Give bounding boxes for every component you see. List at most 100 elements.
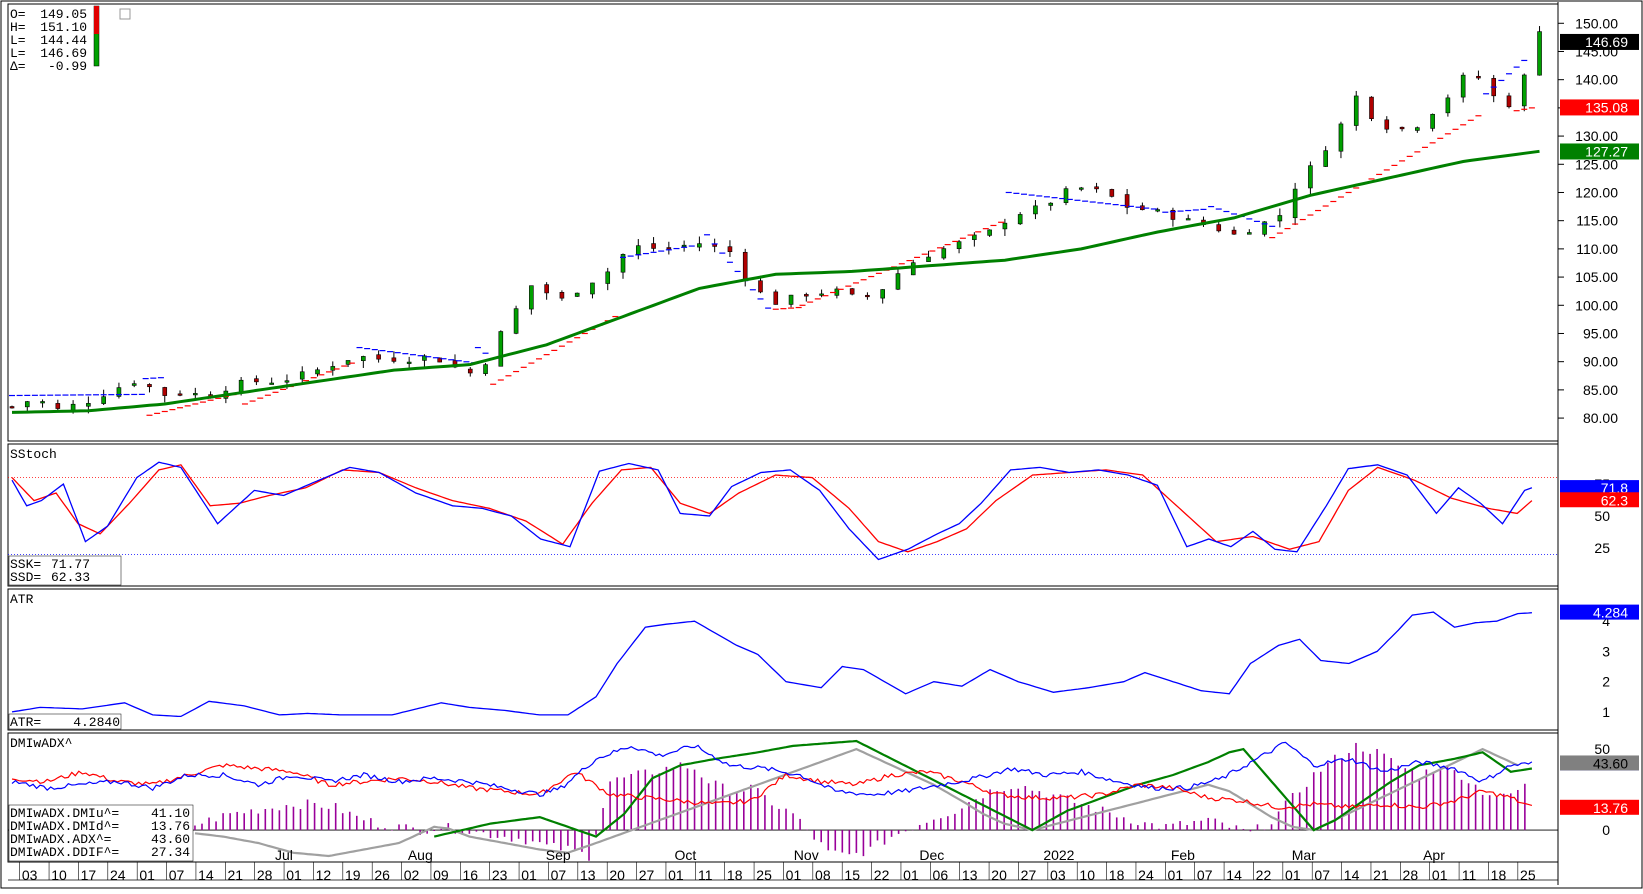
moving-average-line xyxy=(11,149,1540,414)
candle xyxy=(40,401,45,404)
candle xyxy=(70,403,76,411)
price-panel-frame xyxy=(7,3,1559,442)
ohlc-label: Δ= xyxy=(10,59,26,74)
x-day-label: 01 xyxy=(1168,867,1184,883)
candle xyxy=(101,396,106,404)
x-day-label: 21 xyxy=(1373,867,1389,883)
candle xyxy=(926,256,931,262)
x-day-label: 07 xyxy=(169,867,185,883)
candle xyxy=(804,294,809,297)
x-day-label: 18 xyxy=(727,867,743,883)
price-tick-label: 90.00 xyxy=(1583,354,1618,370)
ohlc-readout-bg xyxy=(9,5,89,69)
x-day-label: 14 xyxy=(198,867,214,883)
x-day-label: 11 xyxy=(698,867,713,883)
candle xyxy=(1537,31,1542,76)
x-day-label: 27 xyxy=(639,867,655,883)
dmi-readout-label: DMIwADX.DMIu^= xyxy=(10,806,119,821)
candle xyxy=(1292,188,1298,219)
candle xyxy=(1445,97,1451,114)
candle xyxy=(865,294,870,298)
candle xyxy=(1277,215,1283,222)
price-tick-label: 140.00 xyxy=(1575,72,1618,88)
x-day-label: 18 xyxy=(1109,867,1125,883)
candle xyxy=(697,243,702,248)
x-month-label: Feb xyxy=(1171,847,1195,863)
atr-readout-value: 4.2840 xyxy=(73,715,120,730)
candle xyxy=(437,357,443,363)
adx-line xyxy=(433,739,1533,838)
candle xyxy=(910,262,916,276)
candle xyxy=(819,293,824,296)
price-tag-bg xyxy=(1560,33,1639,50)
candle xyxy=(177,393,183,396)
stoch-tag-label: 71.8 xyxy=(1601,480,1628,496)
candle xyxy=(727,246,733,252)
x-day-label: 01 xyxy=(1285,867,1301,883)
x-day-label: 24 xyxy=(1138,867,1154,883)
stoch-tag-bg xyxy=(1560,480,1639,496)
x-day-label: 01 xyxy=(786,867,802,883)
dmi-title: DMIwADX^ xyxy=(10,736,72,751)
stoch-k-label: SSK= xyxy=(10,557,41,572)
stoch-tag-bg xyxy=(1560,492,1639,508)
candle xyxy=(972,234,977,240)
atr-readout-box xyxy=(8,713,122,730)
ohlc-label: H= xyxy=(10,20,26,35)
ddif-bars xyxy=(18,742,1526,861)
candle xyxy=(1185,218,1191,221)
candle xyxy=(590,282,595,295)
x-day-label: 12 xyxy=(316,867,332,883)
x-day-label: 26 xyxy=(374,867,390,883)
candle xyxy=(1415,127,1420,131)
x-day-label: 24 xyxy=(110,867,126,883)
candle xyxy=(1323,150,1328,167)
candle xyxy=(1506,95,1512,108)
x-day-label: 21 xyxy=(228,867,244,883)
price-tick-label: 85.00 xyxy=(1583,382,1618,398)
atr-tick-label: 2 xyxy=(1602,674,1610,690)
stoch-d-value: 62.33 xyxy=(51,570,90,585)
candle xyxy=(131,383,137,386)
x-day-label: 03 xyxy=(1050,867,1066,883)
candle xyxy=(1384,119,1390,130)
dmi-tick-label: 50 xyxy=(1594,741,1610,757)
x-day-label: 01 xyxy=(286,867,302,883)
candle xyxy=(1353,95,1359,126)
dmi-panel-frame xyxy=(7,732,1559,863)
x-day-label: 01 xyxy=(668,867,684,883)
readout-color-bar-red xyxy=(94,6,99,34)
atr-line xyxy=(11,611,1532,718)
candle xyxy=(1017,214,1023,225)
x-day-label: 13 xyxy=(962,867,978,883)
price-tick-label: 100.00 xyxy=(1575,297,1618,313)
candle xyxy=(941,248,947,259)
x-month-label: Jul xyxy=(275,847,293,863)
candle xyxy=(361,356,366,362)
x-day-label: 02 xyxy=(404,867,420,883)
ohlc-value: -0.99 xyxy=(48,59,87,74)
x-day-label: 14 xyxy=(1226,867,1242,883)
candle xyxy=(1338,123,1344,152)
candle xyxy=(376,354,381,360)
price-tick-label: 95.00 xyxy=(1583,325,1618,341)
x-month-label: Mar xyxy=(1292,847,1316,863)
candle xyxy=(666,247,672,250)
candle xyxy=(635,245,641,255)
price-tick-label: 150.00 xyxy=(1575,15,1618,31)
dmi-tick-label: 0 xyxy=(1602,822,1610,838)
candle xyxy=(406,361,412,364)
atr-panel-frame xyxy=(7,588,1559,731)
price-tick-label: 110.00 xyxy=(1576,241,1618,257)
candle xyxy=(956,241,962,249)
candle xyxy=(467,368,473,374)
stoch-title: SStoch xyxy=(10,447,57,462)
x-day-label: 06 xyxy=(933,867,949,883)
candle xyxy=(483,364,488,374)
price-tag-bg xyxy=(1560,99,1639,116)
dmi-down-line xyxy=(11,763,1533,810)
stoch-d-line xyxy=(11,464,1533,553)
dmi-readout-label: DMIwADX.DDIF^= xyxy=(10,845,119,860)
x-month-label: Oct xyxy=(674,847,696,863)
